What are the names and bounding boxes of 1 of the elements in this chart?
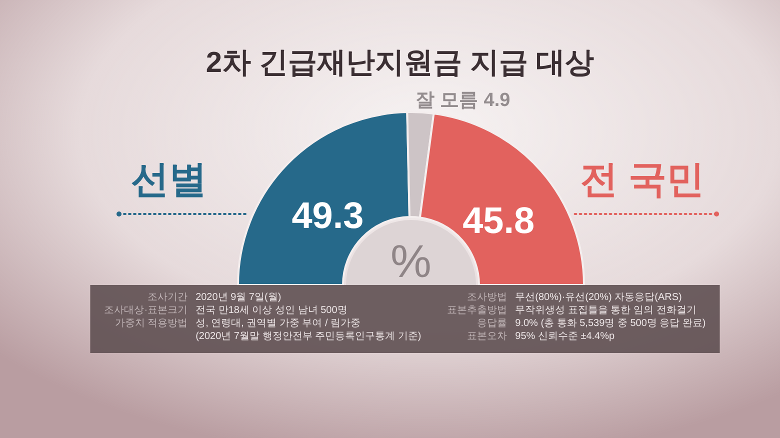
- title: 2차 긴급재난지원금 지급 대상: [206, 47, 594, 79]
